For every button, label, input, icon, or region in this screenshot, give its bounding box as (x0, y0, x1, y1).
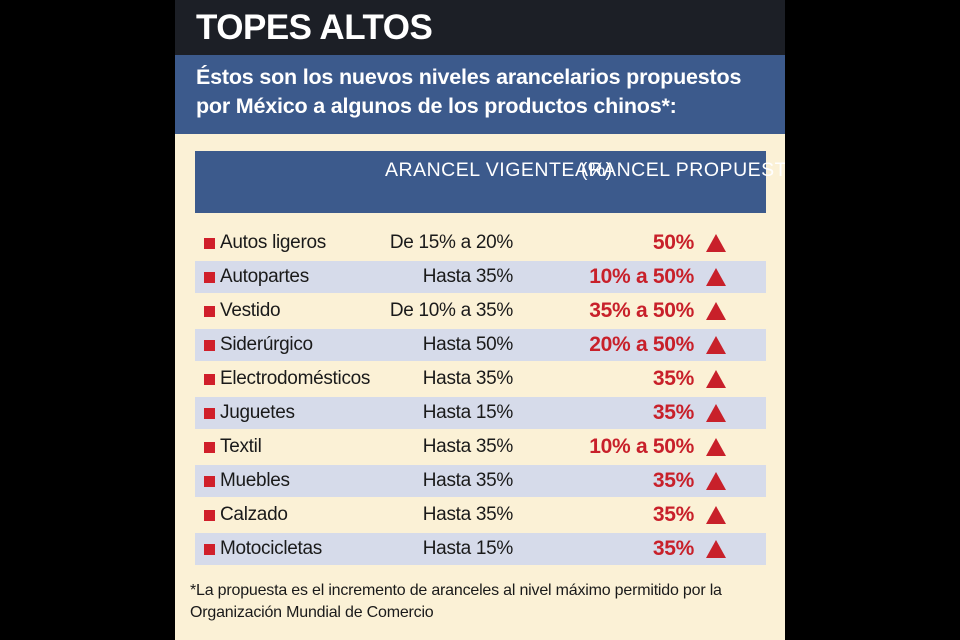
tariff-current: Hasta 50% (422, 334, 514, 355)
tariff-current: Hasta 35% (422, 504, 514, 525)
tariff-proposed: 35% (652, 469, 694, 492)
tariff-current: De 10% a 35% (389, 300, 513, 321)
tariff-proposed: 10% a 50% (589, 265, 694, 288)
table-row: Motocicletas Hasta 15% 35% (195, 533, 766, 565)
subtitle-bar: Éstos son los nuevos niveles arancelario… (175, 55, 785, 134)
tariff-current: Hasta 15% (422, 402, 514, 423)
product-name: Electrodomésticos (220, 368, 371, 389)
up-triangle-icon (706, 302, 726, 320)
tariff-proposed: 35% (652, 401, 694, 424)
product-name: Siderúrgico (220, 334, 313, 355)
tariff-proposed: 10% a 50% (589, 435, 694, 458)
product-name: Motocicletas (220, 538, 322, 559)
product-name: Textil (220, 436, 262, 457)
infographic-panel: TOPES ALTOS Éstos son los nuevos niveles… (175, 0, 785, 640)
table-row: Autopartes Hasta 35% 10% a 50% (195, 261, 766, 293)
infographic-subtitle: Éstos son los nuevos niveles arancelario… (196, 65, 742, 118)
up-triangle-icon (706, 472, 726, 490)
tariff-current: Hasta 35% (422, 470, 514, 491)
square-bullet-icon (204, 510, 215, 521)
product-name: Calzado (220, 504, 288, 525)
up-triangle-icon (706, 438, 726, 456)
title-bar: TOPES ALTOS (175, 0, 785, 55)
up-triangle-icon (706, 268, 726, 286)
up-triangle-icon (706, 540, 726, 558)
table-row: Calzado Hasta 35% 35% (195, 499, 766, 531)
tariff-proposed: 35% a 50% (589, 299, 694, 322)
product-name: Autopartes (220, 266, 309, 287)
footnote: *La propuesta es el incremento de arance… (190, 582, 722, 621)
tariff-proposed: 35% (652, 537, 694, 560)
product-name: Vestido (220, 300, 281, 321)
square-bullet-icon (204, 442, 215, 453)
square-bullet-icon (204, 374, 215, 385)
table-row: Vestido De 10% a 35% 35% a 50% (195, 295, 766, 327)
tariff-proposed: 20% a 50% (589, 333, 694, 356)
table-row: Juguetes Hasta 15% 35% (195, 397, 766, 429)
up-triangle-icon (706, 370, 726, 388)
up-triangle-icon (706, 404, 726, 422)
tariff-current: De 15% a 20% (389, 232, 513, 253)
tariff-current: Hasta 35% (422, 266, 514, 287)
table-row: Autos ligeros De 15% a 20% 50% (195, 227, 766, 259)
square-bullet-icon (204, 340, 215, 351)
column-header-vigente: ARANCEL VIGENTE (%) (385, 158, 612, 182)
square-bullet-icon (204, 238, 215, 249)
table-row: Electrodomésticos Hasta 35% 35% (195, 363, 766, 395)
up-triangle-icon (706, 336, 726, 354)
square-bullet-icon (204, 544, 215, 555)
up-triangle-icon (706, 234, 726, 252)
infographic-title: TOPES ALTOS (196, 8, 433, 47)
tariff-proposed: 35% (652, 367, 694, 390)
tariff-proposed: 35% (652, 503, 694, 526)
table-row: Siderúrgico Hasta 50% 20% a 50% (195, 329, 766, 361)
up-triangle-icon (706, 506, 726, 524)
tariff-current: Hasta 35% (422, 368, 514, 389)
square-bullet-icon (204, 306, 215, 317)
column-header-propuesto: ARANCEL PROPUESTO (%) (575, 158, 785, 182)
square-bullet-icon (204, 272, 215, 283)
product-name: Muebles (220, 470, 290, 491)
product-name: Autos ligeros (220, 232, 326, 253)
square-bullet-icon (204, 408, 215, 419)
tariff-current: Hasta 35% (422, 436, 514, 457)
column-header-vigente-label: ARANCEL VIGENTE (%) (385, 159, 613, 181)
product-name: Juguetes (220, 402, 295, 423)
tariff-current: Hasta 15% (422, 538, 514, 559)
table-row: Textil Hasta 35% 10% a 50% (195, 431, 766, 463)
table-row: Muebles Hasta 35% 35% (195, 465, 766, 497)
tariff-proposed: 50% (652, 231, 694, 254)
column-header-propuesto-label: ARANCEL PROPUESTO (%) (575, 159, 785, 181)
square-bullet-icon (204, 476, 215, 487)
table-header: ARANCEL VIGENTE (%) ARANCEL PROPUESTO (%… (195, 151, 785, 213)
